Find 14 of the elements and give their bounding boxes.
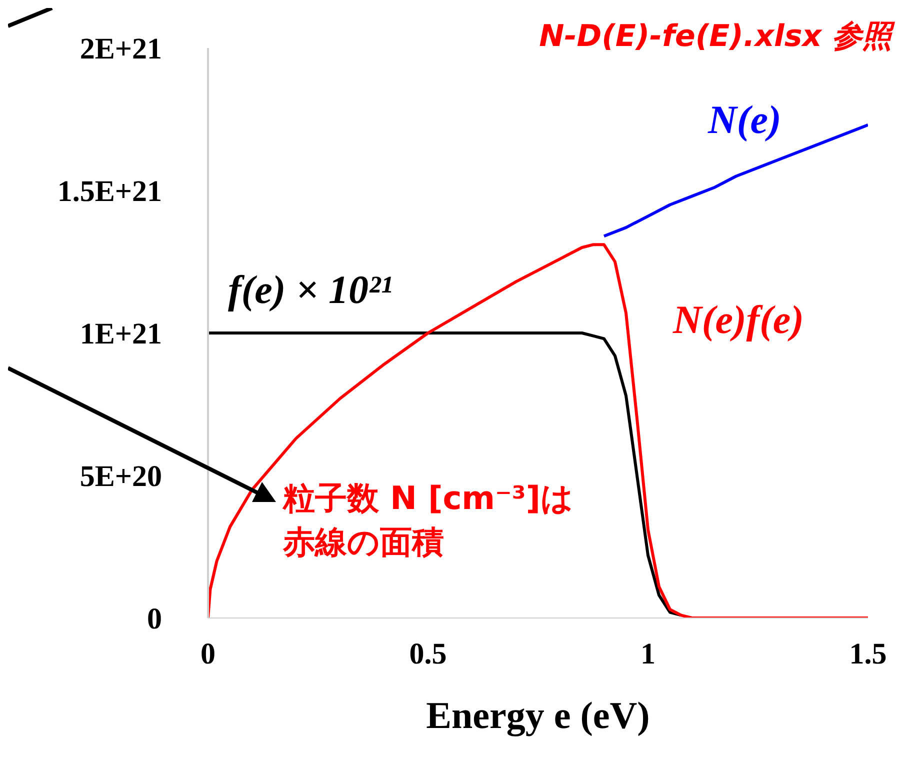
y-tick-label: 1.5E+21 [57, 175, 162, 208]
x-tick-label: 1.5 [849, 637, 887, 670]
y-tick-label: 5E+20 [80, 460, 162, 494]
x-tick-label: 0.5 [409, 637, 447, 670]
series-label: f(e) × 10²¹ [228, 266, 392, 313]
y-tick-label: 1E+21 [80, 318, 162, 351]
x-tick-label: 0 [200, 637, 216, 670]
series-label: N(e) [708, 96, 782, 143]
series-label: N(e)f(e) [673, 296, 804, 343]
y-tick-label: 2E+21 [80, 32, 162, 66]
annotation: 粒子数 N [cm⁻³]は赤線の面積 [283, 478, 575, 563]
x-tick-label: 1 [640, 637, 656, 670]
x-axis-title: Energy e (eV) [426, 695, 650, 737]
y-tick-label: 0 [147, 602, 162, 636]
